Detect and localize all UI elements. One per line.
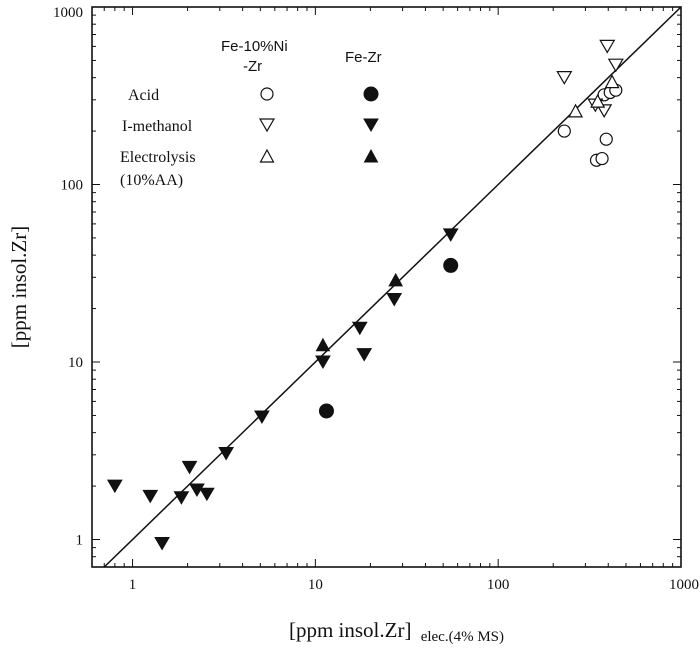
x-axis-title-main: [ppm insol.Zr]	[289, 618, 411, 642]
fe-zr-triangle-down-point	[351, 321, 368, 336]
fe-zr-triangle-down-point	[442, 228, 459, 242]
legend-header-fe-10ni: Fe-10%Ni	[221, 38, 288, 55]
fe-zr-triangle-down-point	[106, 479, 123, 494]
fe-ni-zr-triangle-up-point	[604, 74, 620, 89]
fe-zr-triangle-down-point	[199, 487, 215, 502]
fe-zr-circle-point	[443, 257, 459, 273]
legend-symbol-open-circle	[260, 87, 274, 101]
fe-ni-zr-triangle-down-point	[596, 104, 613, 119]
fe-zr-triangle-down-point	[356, 348, 373, 362]
fe-zr-triangle-down-point	[254, 410, 270, 424]
legend-label-acid: Acid	[128, 87, 159, 104]
fe-ni-zr-circle-point	[595, 151, 609, 166]
legend-symbol-open-triangle-up	[259, 148, 275, 163]
fe-ni-zr-triangle-down-point	[607, 58, 624, 73]
x-axis-title-subscript: elec.(4% MS)	[421, 629, 504, 645]
legend-label-electrolysis: Electrolysis	[120, 149, 196, 166]
fe-ni-zr-circle-point	[557, 124, 571, 138]
fe-zr-triangle-down-point	[173, 491, 190, 505]
legend: Fe-10%Ni -Zr Fe-Zr Acid I-methanol Elect…	[120, 38, 382, 189]
fe-zr-triangle-down-point	[315, 355, 331, 369]
fe-ni-zr-triangle-up-point	[568, 103, 584, 118]
y-tick-label: 100	[61, 178, 84, 194]
y-tick-label: 1	[76, 533, 84, 549]
fe-zr-triangle-down-point	[142, 489, 159, 504]
legend-header-zr: -Zr	[243, 58, 262, 75]
fe-zr-triangle-down-point	[386, 292, 403, 307]
legend-symbol-filled-triangle-down	[363, 118, 379, 132]
fe-zr-triangle-up-point	[315, 337, 331, 352]
fe-ni-zr-circle-point	[599, 132, 613, 146]
fe-ni-zr-triangle-down-point	[599, 39, 616, 54]
y-axis-title: [ppm insol.Zr]	[7, 226, 31, 348]
legend-label-i-methanol: I-methanol	[122, 118, 193, 135]
fe-zr-triangle-down-point	[154, 536, 170, 551]
fe-zr-circle-point	[318, 403, 334, 419]
fe-ni-zr-triangle-up-point	[590, 93, 606, 108]
fe-zr-triangle-down-point	[181, 460, 198, 475]
fe-ni-zr-triangle-down-point	[556, 71, 573, 85]
legend-symbol-filled-circle	[363, 86, 379, 102]
legend-symbol-filled-triangle-up	[363, 148, 379, 163]
legend-label-10aa: (10%AA)	[120, 172, 183, 189]
y-tick-label: 1000	[53, 5, 83, 21]
plot-frame	[91, 6, 682, 568]
x-tick-label: 10	[308, 577, 323, 593]
x-tick-label: 100	[487, 577, 510, 593]
x-axis-title: [ppm insol.Zr] elec.(4% MS)	[289, 618, 504, 645]
x-tick-label: 1	[129, 577, 137, 593]
legend-header-fe-zr: Fe-Zr	[345, 49, 382, 66]
fe-zr-triangle-down-point	[218, 447, 235, 461]
fe-zr-triangle-up-point	[388, 272, 404, 287]
y-tick-label: 10	[68, 355, 83, 371]
reference-line-y-equals-x	[103, 6, 682, 568]
x-tick-label: 1000	[669, 577, 699, 593]
legend-symbol-open-triangle-down	[258, 118, 276, 133]
